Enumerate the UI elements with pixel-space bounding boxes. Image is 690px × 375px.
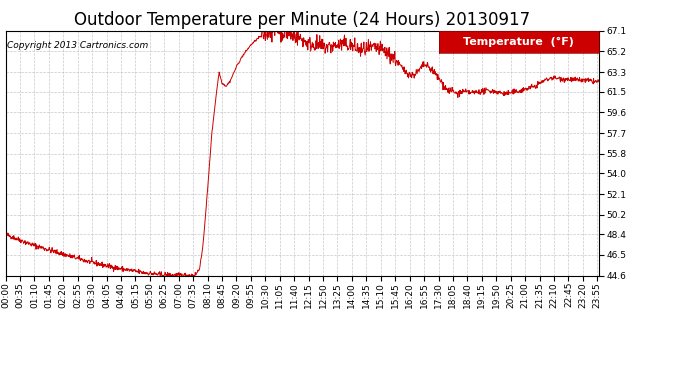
Title: Outdoor Temperature per Minute (24 Hours) 20130917: Outdoor Temperature per Minute (24 Hours… — [74, 11, 531, 29]
Text: Copyright 2013 Cartronics.com: Copyright 2013 Cartronics.com — [7, 40, 148, 50]
